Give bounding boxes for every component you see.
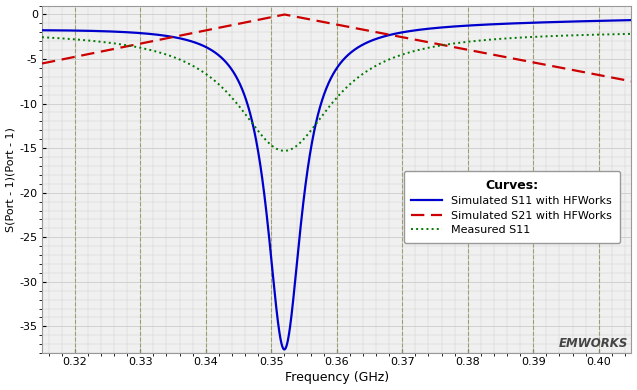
X-axis label: Frequency (GHz): Frequency (GHz) xyxy=(285,371,389,385)
Simulated S11 with HFWorks xyxy=(478,23,486,27)
Measured S11 xyxy=(422,46,429,51)
Text: EMWORKS: EMWORKS xyxy=(559,337,629,350)
Simulated S21 with HFWorks xyxy=(523,59,531,64)
Simulated S11 with HFWorks xyxy=(280,347,288,352)
Simulated S21 with HFWorks xyxy=(392,34,399,38)
Legend: Simulated S11 with HFWorks, Simulated S21 with HFWorks, Measured S11: Simulated S11 with HFWorks, Simulated S2… xyxy=(404,171,620,243)
Simulated S11 with HFWorks xyxy=(422,27,429,32)
Simulated S21 with HFWorks xyxy=(627,79,635,83)
Measured S11 xyxy=(38,35,46,39)
Line: Simulated S11 with HFWorks: Simulated S11 with HFWorks xyxy=(42,20,631,349)
Measured S11 xyxy=(478,38,486,43)
Measured S11 xyxy=(263,139,271,144)
Line: Simulated S21 with HFWorks: Simulated S21 with HFWorks xyxy=(42,14,631,81)
Simulated S11 with HFWorks xyxy=(523,21,531,25)
Measured S11 xyxy=(627,32,635,36)
Y-axis label: S(Port - 1)(Port - 1): S(Port - 1)(Port - 1) xyxy=(6,127,15,232)
Simulated S21 with HFWorks xyxy=(422,39,429,44)
Line: Measured S11: Measured S11 xyxy=(42,34,631,151)
Measured S11 xyxy=(280,149,288,153)
Simulated S21 with HFWorks xyxy=(280,12,288,17)
Simulated S11 with HFWorks xyxy=(392,31,399,36)
Simulated S21 with HFWorks xyxy=(478,50,486,55)
Measured S11 xyxy=(392,55,399,59)
Simulated S11 with HFWorks xyxy=(263,217,271,222)
Measured S11 xyxy=(523,35,531,39)
Simulated S11 with HFWorks xyxy=(145,32,153,36)
Simulated S21 with HFWorks xyxy=(38,61,46,66)
Measured S11 xyxy=(145,47,153,52)
Simulated S21 with HFWorks xyxy=(263,16,271,20)
Simulated S21 with HFWorks xyxy=(145,39,153,44)
Simulated S11 with HFWorks xyxy=(38,28,46,33)
Simulated S11 with HFWorks xyxy=(627,18,635,23)
